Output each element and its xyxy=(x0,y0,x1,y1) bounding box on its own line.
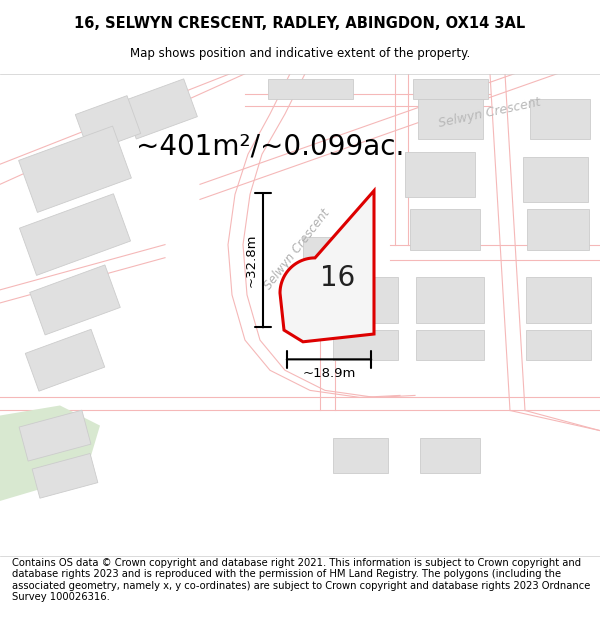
Polygon shape xyxy=(19,126,131,213)
Polygon shape xyxy=(416,278,484,322)
Polygon shape xyxy=(25,329,105,391)
Text: Selwyn Crescent: Selwyn Crescent xyxy=(262,206,332,292)
Polygon shape xyxy=(76,96,140,152)
Polygon shape xyxy=(19,194,131,276)
Text: ~401m²/~0.099ac.: ~401m²/~0.099ac. xyxy=(136,133,404,161)
Polygon shape xyxy=(332,278,398,322)
Polygon shape xyxy=(268,79,353,99)
Polygon shape xyxy=(302,237,367,292)
Polygon shape xyxy=(30,265,120,335)
Polygon shape xyxy=(0,406,100,501)
Polygon shape xyxy=(413,79,487,99)
Text: Selwyn Crescent: Selwyn Crescent xyxy=(438,96,542,130)
Polygon shape xyxy=(416,330,484,360)
Polygon shape xyxy=(122,79,197,139)
Polygon shape xyxy=(527,209,589,249)
Polygon shape xyxy=(410,209,480,249)
Polygon shape xyxy=(19,410,91,461)
Polygon shape xyxy=(32,454,98,498)
Text: 16, SELWYN CRESCENT, RADLEY, ABINGDON, OX14 3AL: 16, SELWYN CRESCENT, RADLEY, ABINGDON, O… xyxy=(74,16,526,31)
Polygon shape xyxy=(523,157,587,202)
Text: Map shows position and indicative extent of the property.: Map shows position and indicative extent… xyxy=(130,47,470,59)
Text: Contains OS data © Crown copyright and database right 2021. This information is : Contains OS data © Crown copyright and d… xyxy=(12,558,590,602)
Polygon shape xyxy=(420,438,480,473)
Text: ~32.8m: ~32.8m xyxy=(245,234,258,287)
Text: 16: 16 xyxy=(320,264,356,292)
Polygon shape xyxy=(418,99,482,139)
Polygon shape xyxy=(526,278,590,322)
Polygon shape xyxy=(530,99,590,139)
Polygon shape xyxy=(332,438,388,473)
Text: ~18.9m: ~18.9m xyxy=(302,368,356,381)
Polygon shape xyxy=(405,152,475,197)
Polygon shape xyxy=(332,330,398,360)
Polygon shape xyxy=(280,191,374,342)
Polygon shape xyxy=(526,330,590,360)
